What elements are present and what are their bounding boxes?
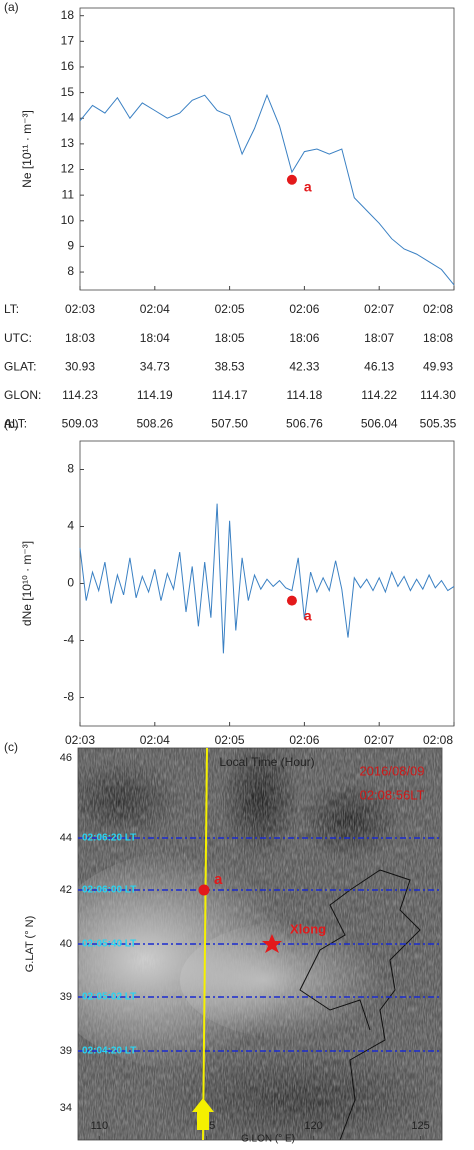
y-tick-label: -4 <box>63 633 74 647</box>
y-tick-label: 40 <box>60 938 72 950</box>
y-tick-label: 18 <box>61 8 75 22</box>
table-cell: 30.93 <box>65 360 95 374</box>
y-tick-label: 15 <box>61 85 75 99</box>
data-line <box>79 93 455 286</box>
y-tick-label: 8 <box>67 462 74 476</box>
x-tick-label: 02:04 <box>140 733 170 747</box>
plot-frame <box>79 7 455 291</box>
x-tick-label: 02:03 <box>65 733 95 747</box>
track-time-label: 02:05:40 LT <box>82 939 136 950</box>
y-tick-label: 9 <box>67 239 74 253</box>
table-cell: 18:08 <box>423 331 453 345</box>
satellite-track <box>202 747 208 1141</box>
table-cell: 114.30 <box>420 388 456 402</box>
table-cell: 509.03 <box>62 417 99 431</box>
x-tick-label: 120 <box>304 1120 322 1132</box>
track-time-label: 02:05:02 LT <box>82 992 136 1003</box>
x-tick-label: 02:05 <box>215 733 245 747</box>
x-tick-label: 02:05 <box>215 302 245 316</box>
table-cell: 38.53 <box>215 360 245 374</box>
y-tick-label: 13 <box>61 136 75 150</box>
row-label: LT: <box>4 302 19 316</box>
table-cell: 34.73 <box>140 360 170 374</box>
event-label: a <box>304 607 312 623</box>
time-label: 02:08:56LT <box>360 787 425 802</box>
table-cell: 18:05 <box>215 331 245 345</box>
y-axis-label: dNe [10¹⁰ · m⁻³] <box>20 541 34 626</box>
event-label: a <box>304 178 312 194</box>
y-tick-label: 12 <box>61 162 75 176</box>
table-cell: 114.19 <box>137 388 173 402</box>
x-tick-label: 02:03 <box>65 302 95 316</box>
table-cell: 114.18 <box>286 388 322 402</box>
event-marker <box>286 595 297 606</box>
table-cell: 18:06 <box>289 331 319 345</box>
x-axis-label: G.LON (° E) <box>241 1134 295 1145</box>
station-star <box>262 934 282 953</box>
y-tick-label: 34 <box>60 1102 72 1114</box>
table-cell: 505.35 <box>420 417 457 431</box>
x-tick-label: 02:06 <box>289 733 319 747</box>
direction-arrow <box>192 1098 214 1130</box>
y-tick-label: 39 <box>60 991 72 1003</box>
table-cell: 18:03 <box>65 331 95 345</box>
table-cell: 114.23 <box>62 388 98 402</box>
station-label: Xlong <box>290 921 326 936</box>
table-cell: 18:04 <box>140 331 170 345</box>
x-tick-label: 02:04 <box>140 302 170 316</box>
plot-frame <box>79 440 455 727</box>
track-time-label: 02:06:20 LT <box>82 833 136 844</box>
table-cell: 49.93 <box>423 360 453 374</box>
y-tick-label: 4 <box>67 519 74 533</box>
x-axis-label: Local Time (Hour) <box>219 755 314 769</box>
table-cell: 506.76 <box>286 417 323 431</box>
track-time-label: 02:06:00 LT <box>82 885 136 896</box>
y-tick-label: 16 <box>61 59 75 73</box>
x-tick-label: 02:07 <box>364 302 394 316</box>
table-cell: 508.26 <box>136 417 173 431</box>
y-tick-label: 14 <box>61 110 75 124</box>
panel-label: (c) <box>4 740 18 754</box>
date-label: 2016/08/09 <box>359 763 424 778</box>
x-tick-label: 02:06 <box>289 302 319 316</box>
y-tick-label: 10 <box>61 213 75 227</box>
y-tick-label: -8 <box>63 690 74 704</box>
panel-label: (a) <box>4 0 19 14</box>
event-marker <box>198 884 210 896</box>
row-label: GLON: <box>4 388 41 402</box>
panel-label: (b) <box>4 417 19 431</box>
y-tick-label: 39 <box>60 1045 72 1057</box>
y-tick-label: 46 <box>60 752 72 764</box>
y-tick-label: 11 <box>62 187 75 201</box>
x-tick-label: 125 <box>411 1120 429 1132</box>
event-label: a <box>214 871 223 888</box>
y-axis-label: G.LAT (° N) <box>24 916 36 973</box>
y-tick-label: 0 <box>67 576 74 590</box>
event-marker <box>286 174 297 185</box>
row-label: UTC: <box>4 331 32 345</box>
x-tick-label: 02:07 <box>364 733 394 747</box>
table-cell: 114.17 <box>212 388 248 402</box>
table-cell: 46.13 <box>364 360 394 374</box>
x-tick-label: 02:08 <box>423 302 453 316</box>
data-line <box>79 503 455 654</box>
y-tick-label: 8 <box>67 264 74 278</box>
table-cell: 18:07 <box>364 331 394 345</box>
table-cell: 114.22 <box>361 388 397 402</box>
y-tick-label: 42 <box>60 884 72 896</box>
table-cell: 507.50 <box>211 417 248 431</box>
row-label: ALT: <box>4 417 27 431</box>
y-axis-label: Ne [10¹¹ · m⁻³] <box>20 110 34 188</box>
y-tick-label: 17 <box>61 33 75 47</box>
row-label: GLAT: <box>4 360 36 374</box>
table-cell: 42.33 <box>289 360 319 374</box>
track-time-label: 02:04:20 LT <box>82 1046 136 1057</box>
x-tick-label: 02:08 <box>423 733 453 747</box>
table-cell: 506.04 <box>361 417 398 431</box>
x-tick-label: 110 <box>91 1120 109 1132</box>
y-tick-label: 44 <box>60 832 72 844</box>
